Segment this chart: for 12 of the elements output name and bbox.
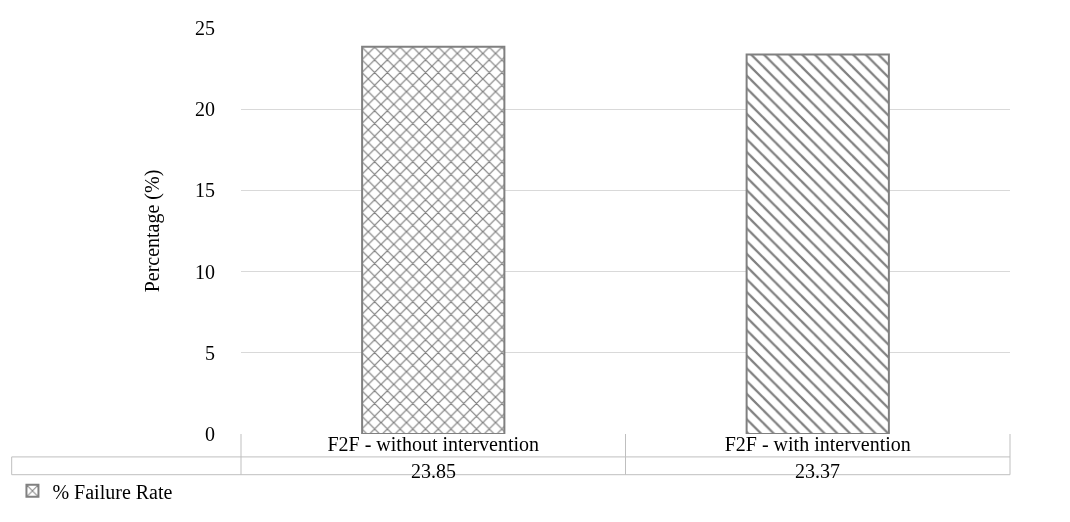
data-label: 23.37	[795, 460, 840, 482]
data-label: 23.85	[411, 460, 456, 482]
y-tick-label: 15	[195, 179, 215, 202]
y-tick-label: 10	[195, 260, 215, 283]
x-tick-label: F2F - without intervention	[327, 433, 540, 455]
y-tick-label: 25	[195, 17, 215, 39]
y-tick-label: 5	[205, 341, 215, 364]
y-axis-title: Percentage (%)	[140, 169, 164, 293]
y-tick-label: 20	[195, 98, 215, 121]
text: % Failure Rate	[52, 480, 173, 503]
y-tick-label: 0	[205, 423, 215, 445]
x-tick-label: F2F - with intervention	[724, 433, 911, 455]
